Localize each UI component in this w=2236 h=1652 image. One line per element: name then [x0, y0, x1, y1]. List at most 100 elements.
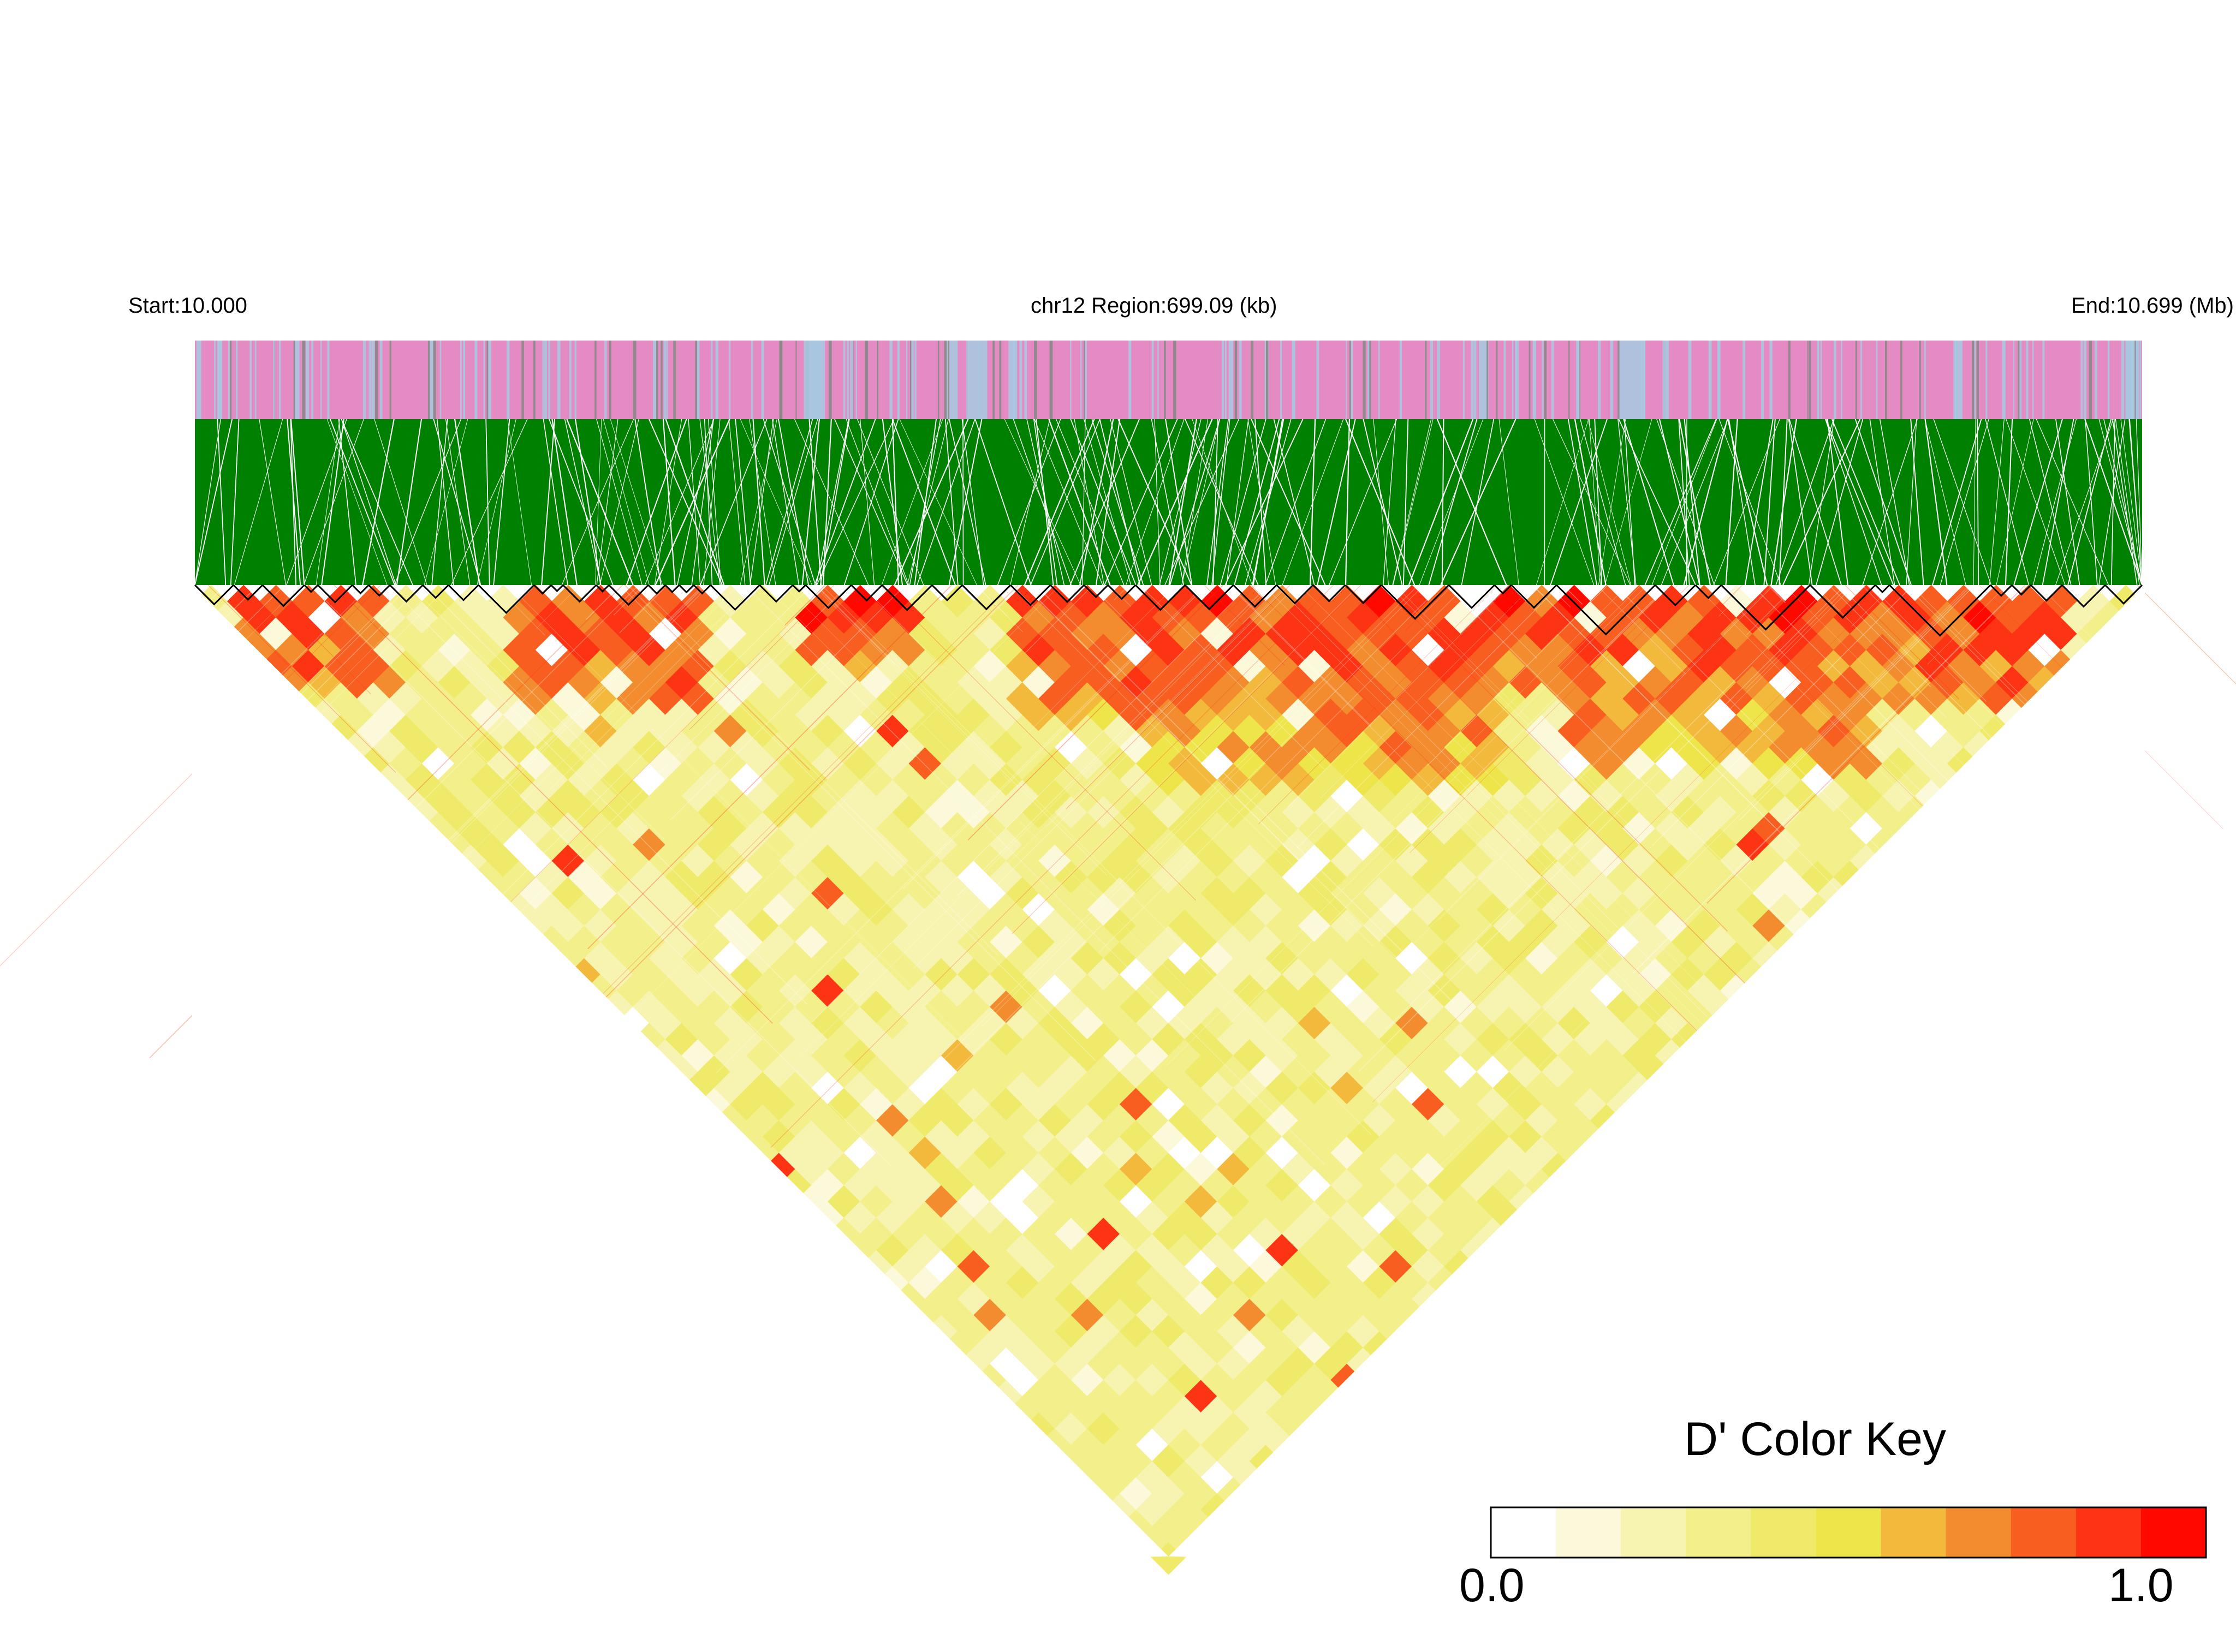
snp-link: [2042, 419, 2074, 586]
ld-streak: [1410, 585, 1678, 853]
gene-track-segment: [1235, 341, 1236, 419]
gene-track-segment: [1367, 341, 1370, 419]
gene-track-segment: [2127, 341, 2139, 419]
gene-track-segment: [1367, 341, 1371, 419]
snp-link: [1910, 419, 1924, 586]
snp-link: [1104, 419, 1178, 586]
gene-track-segment: [1985, 341, 1988, 419]
ld-streak: [613, 585, 644, 616]
snp-link: [1553, 419, 1631, 586]
gene-track-segment: [249, 341, 252, 419]
snp-link: [997, 419, 1061, 586]
ld-streak: [880, 585, 1196, 900]
snp-link: [917, 419, 976, 586]
ld-streak: [798, 585, 1272, 1059]
color-key-border: [1490, 1506, 2207, 1559]
ld-streak: [1109, 585, 1132, 607]
gene-track-segment: [992, 341, 995, 419]
ld-block-outline: [1556, 584, 1656, 636]
ld-streak: [1090, 585, 1149, 643]
ld-streak: [1740, 585, 1975, 820]
gene-track-segment: [229, 341, 232, 419]
gene-track-segment: [937, 341, 939, 419]
snp-link: [234, 419, 283, 586]
gene-track-segment: [948, 341, 950, 419]
snp-link: [1973, 419, 1976, 586]
snp-link: [1996, 419, 2034, 586]
ld-streak: [1730, 585, 1854, 709]
snp-link: [1880, 419, 1910, 586]
snp-link: [1125, 419, 1185, 586]
gene-track-segment: [439, 341, 442, 419]
snp-link: [1036, 419, 1054, 586]
gene-track-segment: [1351, 341, 1353, 419]
gene-track-segment: [1264, 341, 1266, 419]
gene-track-segment: [855, 341, 858, 419]
ld-streak: [1320, 585, 1534, 798]
ld-streak: [976, 585, 1008, 617]
snp-link: [2006, 419, 2066, 586]
ld-streak: [1164, 585, 1648, 1068]
snp-link: [2115, 419, 2140, 586]
ld-streak: [976, 585, 1023, 633]
ld-streak: [409, 585, 665, 841]
gene-track-segment: [1834, 341, 1836, 419]
ld-streak: [815, 585, 895, 665]
gene-track-segment: [1809, 341, 1811, 419]
ld-streak: [310, 585, 891, 1166]
snp-link: [1661, 419, 1728, 586]
ld-block-outline: [1233, 584, 1277, 608]
gene-track-segment: [320, 341, 322, 419]
snp-link: [329, 419, 395, 586]
snp-link: [1056, 419, 1125, 586]
gene-track-segment: [877, 341, 878, 419]
gene-track-segment: [474, 341, 478, 419]
snp-link: [948, 419, 986, 586]
snp-link: [1282, 419, 1344, 586]
gene-track-segment: [2121, 341, 2125, 419]
snp-link: [217, 419, 227, 586]
ld-streak: [1773, 585, 1972, 784]
ld-streak: [1047, 585, 1360, 897]
gene-track-segment: [1640, 341, 1643, 419]
snp-link: [2120, 419, 2143, 586]
gene-track-segment: [604, 341, 607, 419]
snp-link: [1589, 419, 1601, 586]
gene-track-segment: [847, 341, 849, 419]
snp-link: [507, 419, 532, 586]
snp-link: [326, 419, 388, 586]
gene-track-segment: [1807, 341, 1809, 419]
ld-block-outline: [352, 584, 370, 595]
snp-link: [801, 419, 820, 586]
snp-link: [1587, 419, 1631, 586]
ld-streak: [542, 585, 1019, 1061]
snp-link: [772, 419, 800, 586]
gene-track-segment: [296, 341, 300, 419]
gene-track-segment: [1529, 341, 1531, 419]
gene-track-segment: [914, 341, 917, 419]
snp-link: [1869, 419, 1895, 586]
ld-streak: [427, 585, 704, 862]
ld-streak: [1767, 585, 1786, 604]
snp-link: [1033, 419, 1058, 586]
ld-streak: [548, 585, 755, 792]
ld-streak: [1626, 585, 1690, 648]
snp-link: [431, 419, 448, 586]
ld-streak: [765, 585, 841, 660]
snp-link: [1004, 419, 1081, 586]
gene-track-segment: [1855, 341, 1857, 419]
gene-track-segment: [1860, 341, 1862, 419]
snp-link: [735, 419, 751, 586]
snp-link: [948, 419, 983, 586]
gene-track-segment: [1788, 341, 1791, 419]
snp-link: [551, 419, 578, 586]
gene-track-segment: [1151, 341, 1154, 419]
snp-link: [1074, 419, 1104, 586]
gene-track-segment: [488, 341, 491, 419]
ld-block-outline: [550, 584, 564, 593]
snp-link: [909, 419, 941, 586]
region-size-label: chr12 Region:699.09 (kb): [1031, 294, 1277, 318]
gene-track-segment: [1743, 341, 1745, 419]
snp-link: [881, 419, 943, 586]
snp-link: [316, 419, 340, 586]
